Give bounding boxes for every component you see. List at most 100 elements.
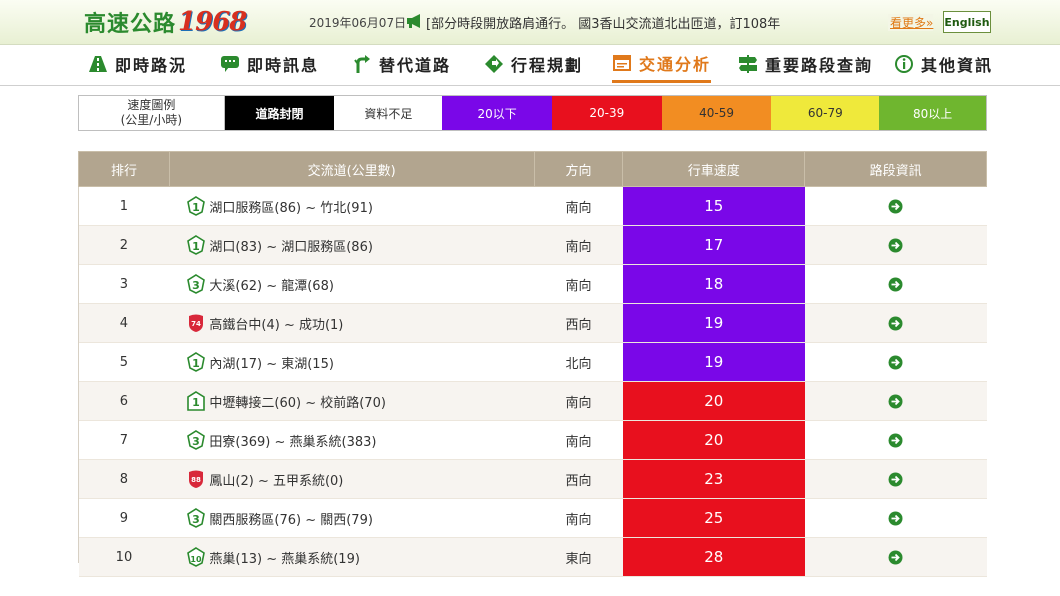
section-name: 田寮(369) ~ 燕巢系統(383) xyxy=(209,434,377,450)
direction-cell: 西向 xyxy=(534,303,623,343)
section-name: 鳳山(2) ~ 五甲系統(0) xyxy=(209,473,344,489)
analysis-icon xyxy=(612,53,632,73)
section-wrap: 1 內湖(17) ~ 東湖(15) xyxy=(169,352,534,372)
legend-title: 速度圖例 (公里/小時) xyxy=(79,96,225,130)
nav-item-alternate-roads[interactable]: 替代道路 xyxy=(352,45,451,83)
section-cell: 3 大溪(62) ~ 龍潭(68) xyxy=(169,264,534,304)
section-wrap: 74 高鐵台中(4) ~ 成功(1) xyxy=(169,313,534,333)
nav-label: 行程規劃 xyxy=(511,56,584,75)
arrow-right-icon[interactable] xyxy=(888,550,903,565)
table-header-row: 排行 交流道(公里數) 方向 行車速度 路段資訊 xyxy=(78,151,987,187)
nav-item-realtime-traffic[interactable]: 即時路況 xyxy=(88,45,187,83)
section-info-cell xyxy=(804,264,987,304)
arrow-right-icon[interactable] xyxy=(888,433,903,448)
section-cell: 3 田寮(369) ~ 燕巢系統(383) xyxy=(169,420,534,460)
nav-item-traffic-analysis[interactable]: 交通分析 xyxy=(612,45,712,83)
table-row: 9 3 關西服務區(76) ~ 關西(79) 南向 25 xyxy=(78,498,987,538)
arrow-right-icon[interactable] xyxy=(888,511,903,526)
section-info-cell xyxy=(804,225,987,265)
speed-cell: 19 xyxy=(622,303,805,343)
national-freeway-shield-icon: 3 xyxy=(187,430,206,450)
route-icon xyxy=(352,54,372,74)
section-wrap: 1 中壢轉接二(60) ~ 校前路(70) xyxy=(169,391,534,411)
nav-label: 即時訊息 xyxy=(247,56,320,75)
rank-cell: 4 xyxy=(78,303,170,343)
direction-cell: 南向 xyxy=(534,498,623,538)
more-news-link[interactable]: 看更多» xyxy=(888,14,934,31)
arrow-right-icon[interactable] xyxy=(888,316,903,331)
arrow-right-icon[interactable] xyxy=(888,199,903,214)
arrow-right-icon[interactable] xyxy=(888,472,903,487)
section-name: 湖口(83) ~ 湖口服務區(86) xyxy=(209,239,373,255)
main-nav: 即時路況 即時訊息 替代道路 行程規劃 交通分析 重要路段查詢 其他資訊 xyxy=(0,45,1060,86)
shield-number: 3 xyxy=(193,279,201,292)
speed-cell: 15 xyxy=(622,186,805,226)
section-info-cell xyxy=(804,498,987,538)
section-info-cell xyxy=(804,459,987,499)
section-name: 關西服務區(76) ~ 關西(79) xyxy=(209,512,373,528)
english-button[interactable]: English xyxy=(943,11,991,33)
legend-title-line2: (公里/小時) xyxy=(120,113,183,127)
nav-label: 替代道路 xyxy=(379,56,452,75)
shield-number: 3 xyxy=(193,513,201,526)
section-name: 高鐵台中(4) ~ 成功(1) xyxy=(209,317,344,333)
section-wrap: 88 鳳山(2) ~ 五甲系統(0) xyxy=(169,469,534,489)
speed-cell: 25 xyxy=(622,498,805,538)
table-row: 6 1 中壢轉接二(60) ~ 校前路(70) 南向 20 xyxy=(78,381,987,421)
section-cell: 3 關西服務區(76) ~ 關西(79) xyxy=(169,498,534,538)
rank-cell: 3 xyxy=(78,264,170,304)
marquee-text: [部分時段開放路肩通行。 國3香山交流道北出匝道，訂108年 xyxy=(426,17,781,31)
nav-item-key-section-search[interactable]: 重要路段查詢 xyxy=(738,45,873,83)
table-row: 1 1 湖口服務區(86) ~ 竹北(91) 南向 15 xyxy=(78,186,987,226)
nav-item-other-info[interactable]: 其他資訊 xyxy=(894,45,993,83)
nav-item-trip-planning[interactable]: 行程規劃 xyxy=(484,45,583,83)
section-info-cell xyxy=(804,537,987,577)
table-row: 8 88 鳳山(2) ~ 五甲系統(0) 西向 23 xyxy=(78,459,987,499)
direction-cell: 南向 xyxy=(534,186,623,226)
shield-number: 74 xyxy=(192,320,202,328)
arrow-right-icon[interactable] xyxy=(888,238,903,253)
section-wrap: 3 大溪(62) ~ 龍潭(68) xyxy=(169,274,534,294)
arrow-right-icon[interactable] xyxy=(888,394,903,409)
header-rank: 排行 xyxy=(78,151,170,187)
section-cell: 1 中壢轉接二(60) ~ 校前路(70) xyxy=(169,381,534,421)
news-marquee[interactable]: [部分時段開放路肩通行。 國3香山交流道北出匝道，訂108年 xyxy=(426,13,896,31)
rank-cell: 8 xyxy=(78,459,170,499)
section-wrap: 3 田寮(369) ~ 燕巢系統(383) xyxy=(169,430,534,450)
site-logo[interactable]: 高速公路 1968 xyxy=(84,6,247,38)
section-cell: 10 燕巢(13) ~ 燕巢系統(19) xyxy=(169,537,534,577)
nav-label: 重要路段查詢 xyxy=(765,56,874,75)
info-icon xyxy=(894,54,914,74)
rank-cell: 7 xyxy=(78,420,170,460)
speed-cell: 18 xyxy=(622,264,805,304)
table-body: 1 1 湖口服務區(86) ~ 竹北(91) 南向 15 2 1 湖口(83) ~ 湖口服務區… xyxy=(78,186,987,577)
section-info-cell xyxy=(804,186,987,226)
legend-road-closed: 道路封閉 xyxy=(224,96,335,130)
direction-cell: 南向 xyxy=(534,381,623,421)
direction-cell: 西向 xyxy=(534,459,623,499)
national-freeway-shield-icon: 1 xyxy=(187,352,206,372)
nav-label: 交通分析 xyxy=(639,54,712,74)
top-banner: 高速公路 1968 2019年06月07日 [部分時段開放路肩通行。 國3香山交… xyxy=(0,0,1060,45)
header-section-info: 路段資訊 xyxy=(804,151,987,187)
national-freeway-shield-icon: 1 xyxy=(187,196,206,216)
legend-below-20: 20以下 xyxy=(442,96,552,130)
direction-icon xyxy=(484,54,504,74)
direction-cell: 南向 xyxy=(534,420,623,460)
speed-cell: 28 xyxy=(622,537,805,577)
arrow-right-icon[interactable] xyxy=(888,277,903,292)
header-section: 交流道(公里數) xyxy=(168,151,535,187)
rank-cell: 9 xyxy=(78,498,170,538)
shield-number: 1 xyxy=(193,240,201,253)
section-cell: 74 高鐵台中(4) ~ 成功(1) xyxy=(169,303,534,343)
section-info-cell xyxy=(804,303,987,343)
speed-legend: 速度圖例 (公里/小時) 道路封閉 資料不足 20以下 20-39 40-59 6… xyxy=(78,95,987,131)
logo-text: 高速公路 xyxy=(84,12,177,37)
legend-40-59: 40-59 xyxy=(661,96,772,130)
provincial-highway-shield-icon: 88 xyxy=(189,470,204,488)
speed-cell: 20 xyxy=(622,420,805,460)
nav-item-realtime-messages[interactable]: 即時訊息 xyxy=(220,45,319,83)
national-freeway-shield-icon: 3 xyxy=(187,508,206,528)
table-row: 7 3 田寮(369) ~ 燕巢系統(383) 南向 20 xyxy=(78,420,987,460)
arrow-right-icon[interactable] xyxy=(888,355,903,370)
